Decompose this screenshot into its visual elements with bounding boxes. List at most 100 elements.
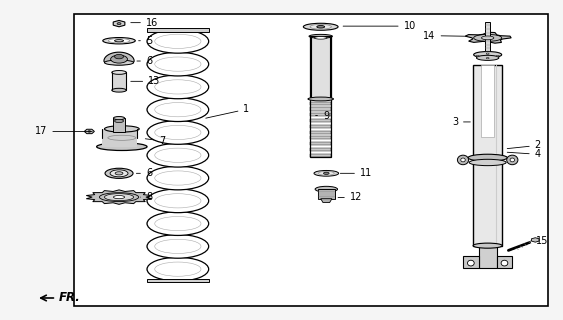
Ellipse shape — [147, 121, 209, 144]
Ellipse shape — [147, 194, 209, 208]
Text: 11: 11 — [340, 168, 372, 178]
Bar — [311, 36, 330, 99]
Bar — [497, 256, 512, 268]
Ellipse shape — [109, 38, 129, 43]
Polygon shape — [86, 190, 152, 204]
Ellipse shape — [114, 40, 123, 42]
Ellipse shape — [308, 97, 333, 101]
Ellipse shape — [113, 116, 124, 120]
Bar — [310, 148, 332, 151]
Ellipse shape — [147, 217, 209, 231]
Bar — [310, 101, 332, 105]
Polygon shape — [465, 32, 511, 43]
Ellipse shape — [486, 53, 489, 54]
Bar — [147, 279, 209, 283]
Bar — [102, 129, 137, 147]
Ellipse shape — [147, 125, 209, 140]
Bar — [310, 142, 332, 145]
Ellipse shape — [486, 58, 489, 59]
Ellipse shape — [309, 34, 332, 38]
Ellipse shape — [110, 170, 128, 177]
Text: 14: 14 — [423, 31, 466, 41]
Ellipse shape — [319, 172, 334, 175]
Bar — [479, 246, 497, 268]
Text: 4: 4 — [507, 149, 541, 159]
Polygon shape — [84, 129, 95, 134]
Text: 6: 6 — [136, 168, 152, 178]
Ellipse shape — [147, 239, 209, 253]
Ellipse shape — [147, 75, 209, 99]
Ellipse shape — [147, 189, 209, 213]
Bar — [485, 22, 490, 52]
Ellipse shape — [324, 172, 329, 174]
Text: 3: 3 — [452, 117, 470, 127]
Text: 9: 9 — [316, 111, 329, 121]
Bar — [310, 136, 332, 140]
Bar — [310, 36, 332, 157]
Ellipse shape — [147, 143, 209, 167]
Text: 15: 15 — [531, 236, 549, 246]
Bar — [310, 107, 332, 110]
Ellipse shape — [147, 103, 209, 117]
Ellipse shape — [468, 154, 507, 161]
Ellipse shape — [105, 126, 139, 132]
Ellipse shape — [88, 131, 91, 132]
Text: 16: 16 — [131, 18, 158, 28]
Polygon shape — [104, 52, 134, 65]
Ellipse shape — [507, 155, 518, 165]
Ellipse shape — [147, 235, 209, 258]
Ellipse shape — [310, 24, 332, 29]
Ellipse shape — [105, 168, 133, 178]
Text: 1: 1 — [206, 104, 249, 118]
Ellipse shape — [476, 55, 499, 60]
Ellipse shape — [469, 159, 506, 166]
Ellipse shape — [497, 55, 499, 57]
Ellipse shape — [111, 55, 127, 63]
Text: FR.: FR. — [59, 292, 81, 305]
Bar — [310, 125, 332, 128]
Ellipse shape — [147, 171, 209, 185]
Ellipse shape — [114, 119, 123, 123]
Text: 13: 13 — [131, 76, 160, 86]
Bar — [113, 118, 124, 132]
Ellipse shape — [105, 60, 133, 65]
Ellipse shape — [115, 172, 123, 175]
Ellipse shape — [476, 55, 479, 57]
Ellipse shape — [147, 29, 209, 53]
Ellipse shape — [481, 36, 494, 40]
Ellipse shape — [457, 155, 468, 165]
Ellipse shape — [117, 23, 121, 25]
Text: 7: 7 — [145, 136, 166, 146]
Text: 17: 17 — [35, 126, 92, 136]
Ellipse shape — [147, 57, 209, 71]
Ellipse shape — [147, 34, 209, 48]
Ellipse shape — [105, 194, 133, 201]
Ellipse shape — [314, 36, 327, 39]
Ellipse shape — [111, 88, 126, 92]
Ellipse shape — [510, 158, 515, 162]
Ellipse shape — [315, 186, 338, 192]
Bar — [310, 113, 332, 116]
Ellipse shape — [147, 80, 209, 94]
Bar — [463, 256, 479, 268]
Bar — [111, 72, 126, 90]
Ellipse shape — [314, 171, 338, 176]
Ellipse shape — [501, 260, 508, 266]
Text: 6: 6 — [137, 56, 152, 66]
Ellipse shape — [473, 52, 502, 58]
Bar — [147, 28, 209, 32]
Ellipse shape — [113, 196, 124, 199]
Ellipse shape — [303, 23, 338, 30]
Bar — [310, 119, 332, 122]
Ellipse shape — [103, 37, 135, 44]
Ellipse shape — [147, 166, 209, 190]
Bar — [318, 189, 335, 199]
Ellipse shape — [147, 212, 209, 236]
Ellipse shape — [111, 70, 126, 74]
Bar — [74, 14, 548, 306]
Ellipse shape — [467, 260, 474, 266]
Text: 10: 10 — [343, 21, 416, 31]
Ellipse shape — [461, 158, 465, 162]
Text: 12: 12 — [338, 192, 362, 203]
Polygon shape — [113, 20, 125, 27]
